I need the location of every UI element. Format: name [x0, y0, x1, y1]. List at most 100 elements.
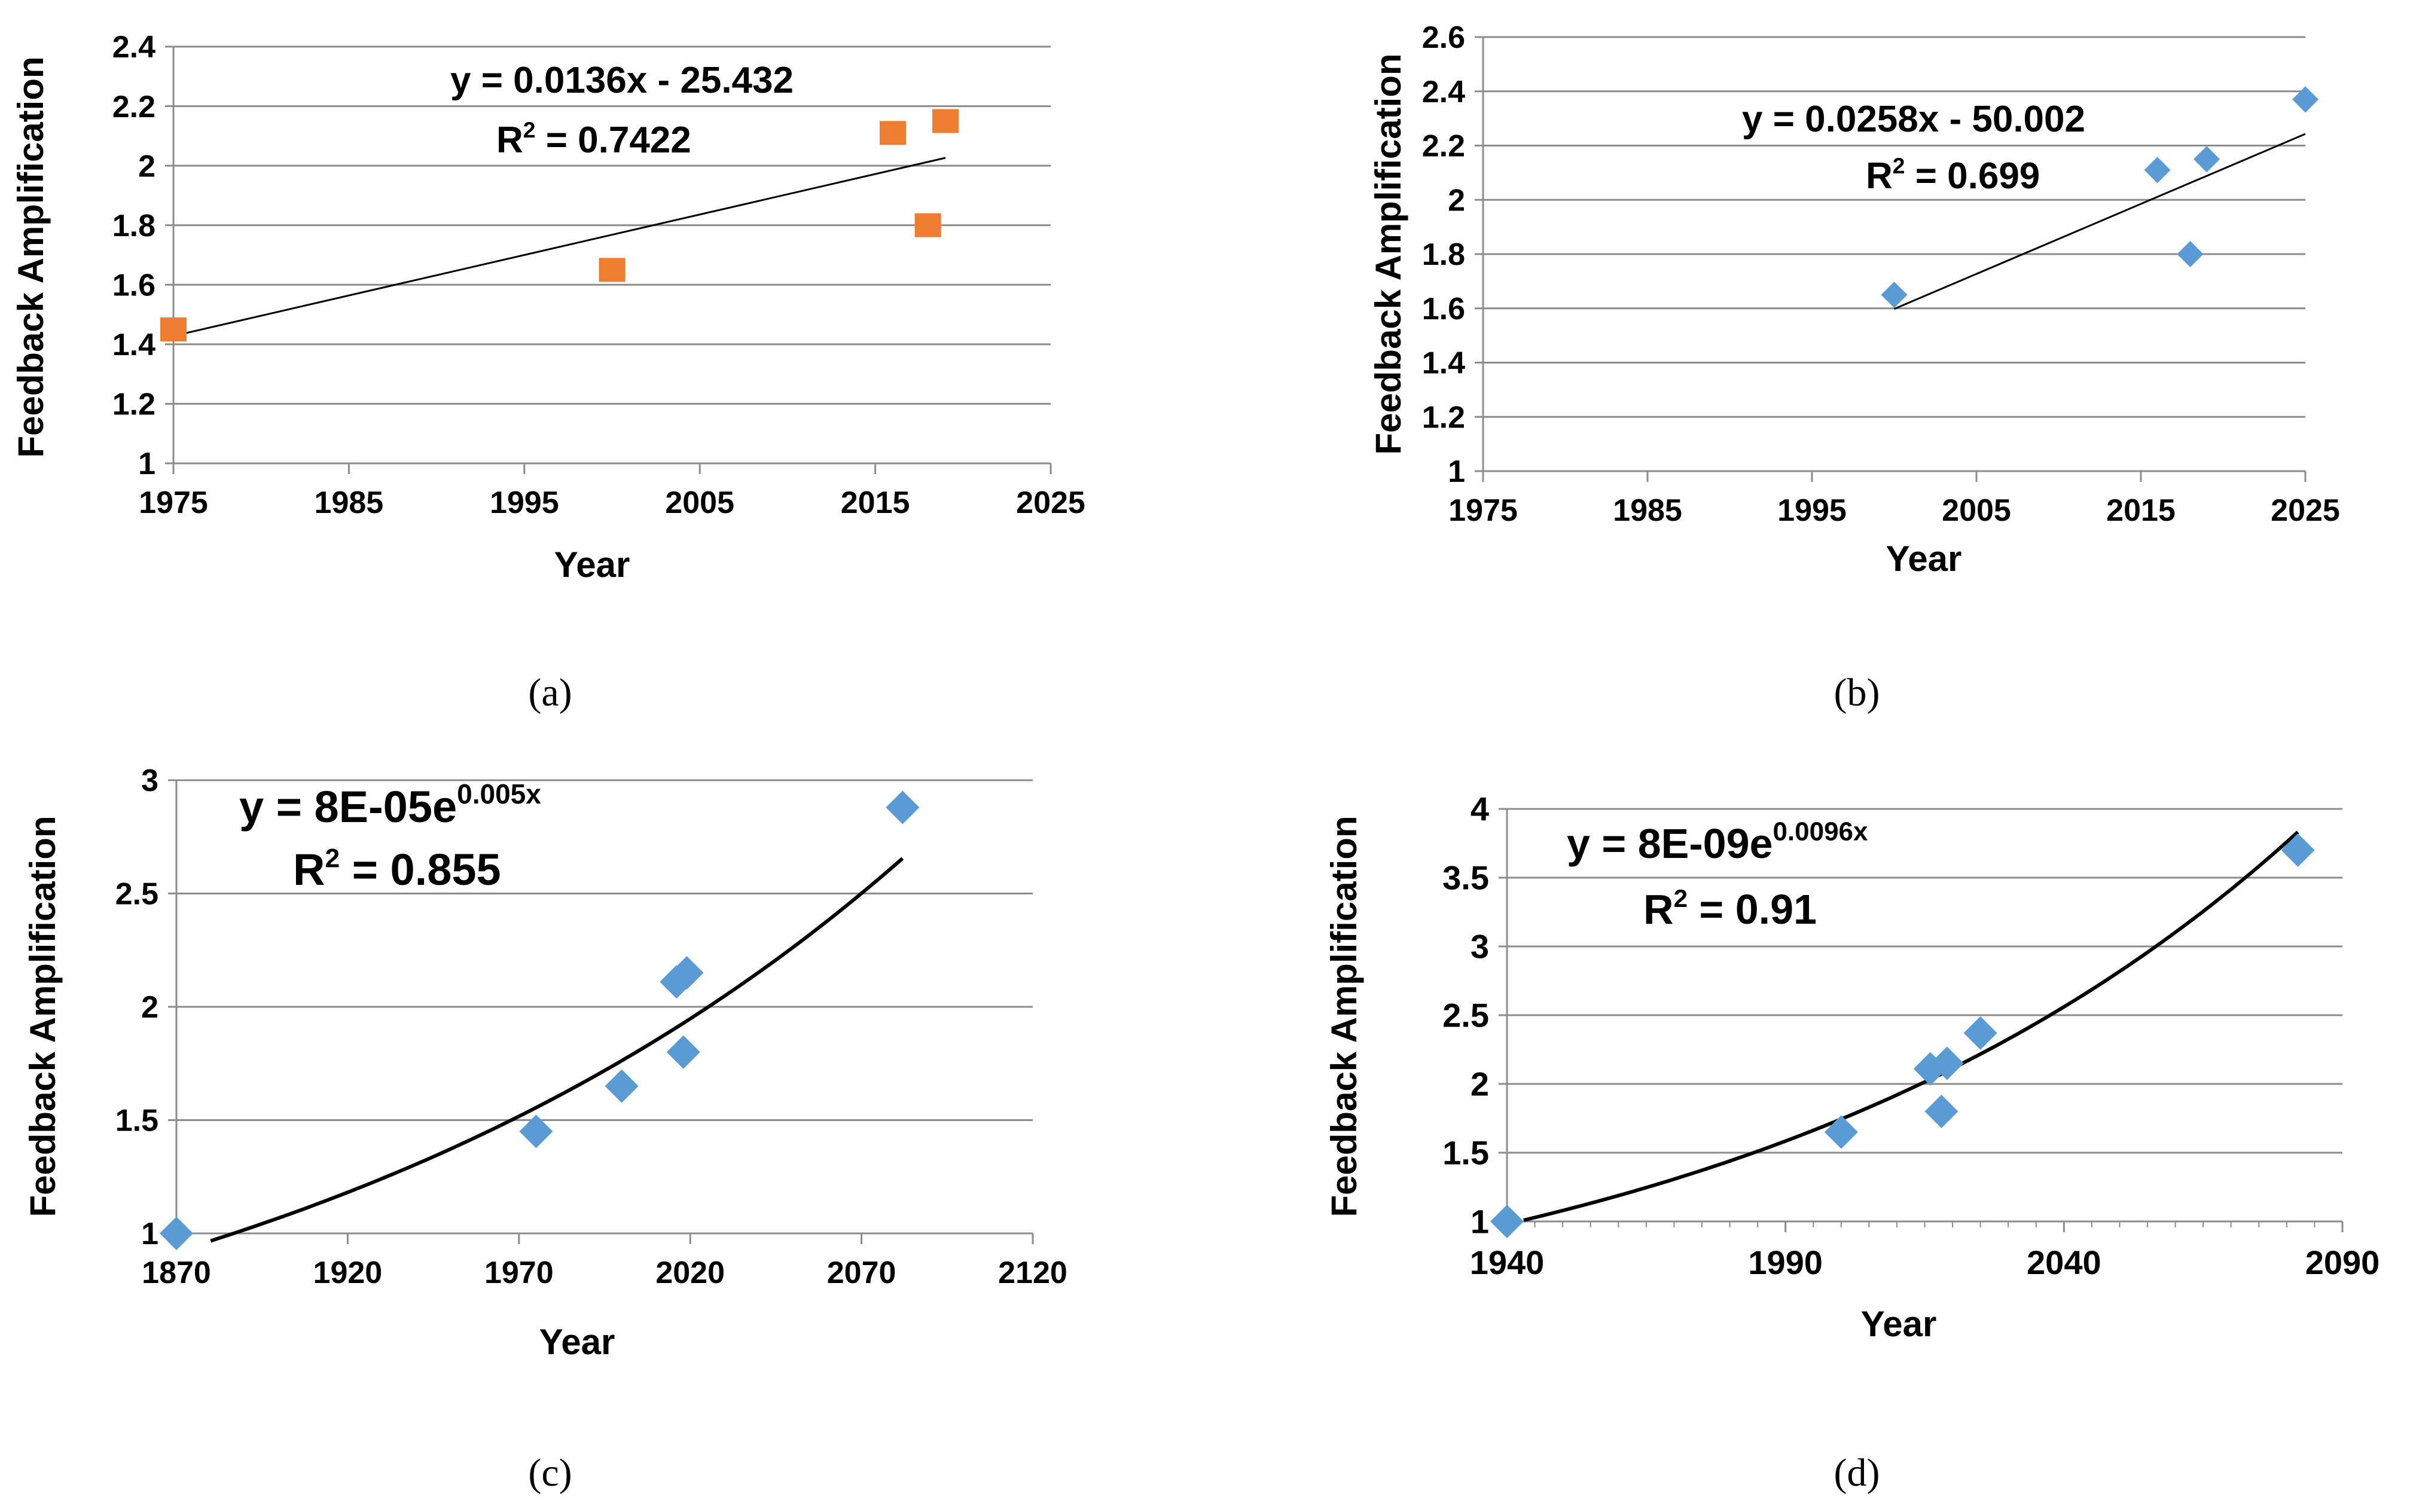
data-point	[670, 956, 704, 990]
y-tick-label: 1.2	[1422, 400, 1465, 435]
x-tick-label: 1985	[315, 485, 384, 520]
x-tick-label: 2005	[665, 485, 734, 520]
data-point	[932, 109, 959, 133]
data-point	[2194, 146, 2220, 173]
y-tick-label: 1.4	[1422, 346, 1465, 381]
y-tick-label: 1.8	[1422, 237, 1465, 272]
x-tick-label: 1990	[1748, 1244, 1823, 1281]
data-point	[2281, 833, 2315, 867]
x-tick-label: 2070	[827, 1256, 896, 1290]
r-squared-exponent: 2	[325, 844, 340, 873]
r-squared-exponent: 2	[1674, 884, 1688, 912]
trendline	[210, 857, 904, 1243]
data-point	[886, 790, 920, 824]
y-tick-label: 2.5	[1442, 997, 1489, 1034]
y-axis-title: Feedback Amplification	[1324, 815, 1364, 1217]
x-tick-label: 1995	[490, 485, 559, 520]
caption-a: (a)	[528, 671, 572, 714]
y-tick-label: 2	[1471, 1065, 1489, 1103]
y-tick-label: 1.6	[112, 268, 155, 303]
caption-c: (c)	[528, 1451, 572, 1495]
r-squared-value: = 0.699	[1905, 155, 2040, 197]
equation-exponent: 0.0096x	[1773, 817, 1868, 847]
x-axis-title: Year	[1886, 539, 1962, 579]
x-axis-title: Year	[539, 1322, 615, 1362]
chart-panel-c: 1 1.5 2 2.5 3 1870 1920 1970 2020 2070 2120 Year Fee…	[23, 763, 1067, 1362]
y-tick-label: 2	[1448, 183, 1465, 218]
x-tick-label: 1870	[142, 1256, 211, 1290]
y-tick-label: 1	[1471, 1203, 1489, 1241]
data-point	[1930, 1046, 1964, 1080]
r-squared-value: = 0.91	[1688, 886, 1817, 933]
trendline	[173, 157, 946, 337]
y-tick-label: 1.4	[112, 328, 155, 362]
x-tick-label: 1985	[1613, 493, 1682, 528]
y-tick-label: 1.5	[115, 1104, 158, 1138]
r-squared-value: = 0.855	[340, 845, 501, 894]
x-tick-label: 1975	[1448, 493, 1518, 528]
data-point	[2177, 241, 2204, 267]
r-squared-label: R2 = 0.855	[293, 844, 501, 894]
data-point	[1881, 282, 1908, 308]
y-tick-label: 2.6	[1422, 20, 1465, 55]
trendline-equation: y = 0.0258x - 50.002	[1742, 99, 2085, 140]
trendline	[1523, 830, 2299, 1222]
y-tick-label: 3	[141, 763, 158, 798]
data-point	[1824, 1115, 1858, 1149]
trendline-equation: y = 0.0136x - 25.432	[450, 60, 794, 101]
x-tick-label: 1975	[139, 485, 208, 520]
y-tick-label: 2.4	[1422, 75, 1465, 109]
y-tick-label: 2.2	[1422, 129, 1465, 164]
y-tick-label: 1.2	[112, 387, 155, 422]
data-point	[519, 1114, 553, 1148]
x-tick-label: 2015	[841, 485, 910, 520]
data-point	[879, 121, 906, 145]
data-point	[1963, 1016, 1997, 1050]
x-axis-title: Year	[554, 545, 630, 585]
data-point	[914, 213, 941, 237]
r-squared-exponent: 2	[523, 117, 536, 142]
caption-d: (d)	[1834, 1451, 1880, 1495]
data-point	[666, 1035, 700, 1069]
y-tick-label: 4	[1471, 790, 1489, 828]
x-axis-title: Year	[1861, 1304, 1937, 1344]
y-tick-label: 2	[141, 990, 158, 1025]
y-tick-label: 1.5	[1442, 1134, 1489, 1172]
x-tick-label: 2005	[1942, 493, 2011, 528]
data-point	[1490, 1205, 1524, 1238]
caption-b: (b)	[1834, 671, 1880, 714]
y-tick-label: 3.5	[1442, 859, 1489, 897]
r-squared-exponent: 2	[1893, 153, 1905, 178]
y-tick-label: 1.8	[112, 209, 155, 243]
y-tick-label: 1	[141, 1217, 158, 1251]
y-tick-label: 2.2	[112, 90, 155, 124]
y-tick-label: 1	[1448, 454, 1465, 489]
y-tick-label: 2.4	[112, 30, 155, 65]
chart-panel-b: 1 1.2 1.4 1.6 1.8 2 2.2 2.4 2.6 1975 1985 1995 2005 2…	[1368, 20, 2340, 579]
y-axis-title: Feedback Amplification	[1368, 53, 1408, 454]
r-squared-label: R2 = 0.699	[1866, 153, 2040, 197]
r-squared-label: R2 = 0.91	[1643, 884, 1817, 933]
data-point	[160, 1217, 193, 1250]
x-tick-label: 2090	[2305, 1244, 2380, 1281]
x-tick-label: 2015	[2106, 493, 2176, 528]
x-tick-label: 1920	[313, 1256, 383, 1290]
y-tick-label: 1.6	[1422, 292, 1465, 326]
y-tick-label: 1	[138, 447, 155, 481]
y-tick-label: 2	[138, 149, 155, 184]
equation-exponent: 0.005x	[457, 778, 541, 810]
data-point	[2292, 86, 2319, 113]
x-tick-label: 1970	[484, 1256, 554, 1290]
y-tick-label: 3	[1471, 928, 1489, 966]
y-tick-label: 2.5	[115, 877, 158, 912]
x-tick-label: 2040	[2027, 1244, 2101, 1281]
data-point	[2144, 157, 2171, 184]
y-axis-title: Feedback Amplification	[11, 56, 51, 457]
trendline	[1893, 133, 2306, 310]
y-axis-title: Feedback Amplification	[23, 815, 63, 1217]
x-tick-label: 2020	[655, 1256, 725, 1290]
x-tick-label: 1995	[1777, 493, 1847, 528]
data-point	[160, 317, 187, 341]
x-tick-label: 2120	[998, 1256, 1067, 1290]
